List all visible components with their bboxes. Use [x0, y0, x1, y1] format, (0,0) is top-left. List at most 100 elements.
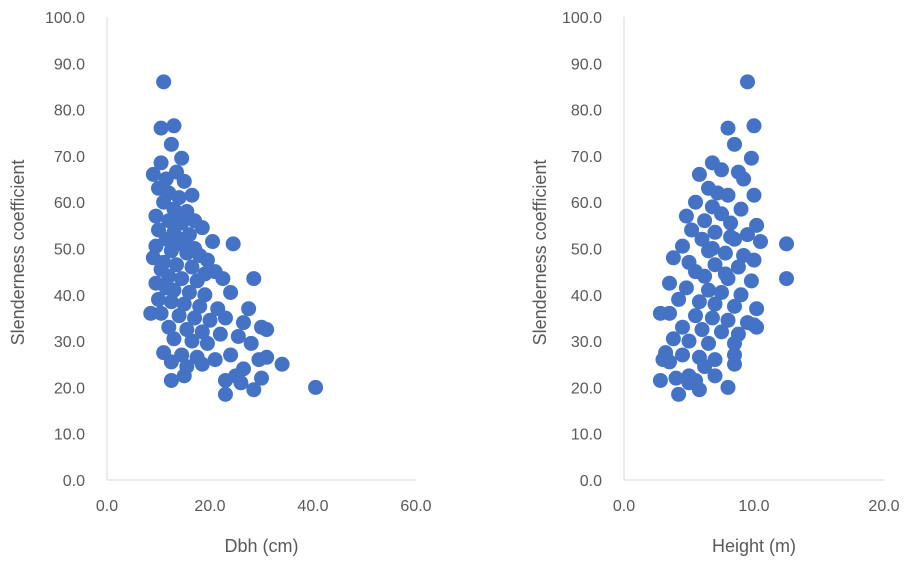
data-point — [746, 118, 762, 134]
data-point — [187, 310, 203, 326]
data-point — [184, 187, 200, 203]
data-point — [707, 257, 723, 273]
y-tick-label: 50.0 — [54, 242, 85, 259]
data-point — [684, 222, 700, 238]
x-axis-title: Dbh (cm) — [224, 536, 298, 556]
data-point — [652, 305, 668, 321]
x-axis-title: Height (m) — [712, 536, 796, 556]
data-point — [184, 259, 200, 275]
data-point — [668, 370, 684, 386]
data-point — [205, 234, 221, 250]
data-point — [671, 291, 687, 307]
data-point — [197, 266, 213, 282]
data-point — [194, 324, 210, 340]
data-point — [207, 352, 223, 368]
y-tick-label: 80.0 — [54, 103, 85, 120]
y-tick-label: 20.0 — [571, 380, 602, 397]
data-point — [746, 187, 762, 203]
x-tick-label: 0.0 — [96, 498, 118, 515]
data-point — [217, 372, 233, 388]
y-tick-label: 80.0 — [571, 103, 602, 120]
data-point — [171, 190, 187, 206]
x-tick-label: 10.0 — [738, 498, 769, 515]
x-tick-label: 20.0 — [868, 498, 899, 515]
data-point — [181, 284, 197, 300]
data-point — [163, 294, 179, 310]
y-tick-label: 60.0 — [54, 195, 85, 212]
y-tick-label: 70.0 — [54, 149, 85, 166]
data-point — [225, 236, 241, 252]
y-tick-label: 40.0 — [571, 288, 602, 305]
data-point — [174, 271, 190, 287]
data-point — [259, 349, 275, 365]
y-tick-label: 90.0 — [54, 56, 85, 73]
y-tick-label: 100.0 — [562, 10, 602, 27]
y-tick-label: 70.0 — [571, 149, 602, 166]
x-tick-label: 20.0 — [194, 498, 225, 515]
data-point — [199, 252, 215, 268]
data-point — [187, 241, 203, 256]
data-point — [717, 245, 733, 261]
data-point — [681, 333, 697, 349]
data-point — [717, 266, 733, 282]
data-point — [694, 231, 710, 247]
data-point — [217, 310, 233, 326]
data-point — [176, 231, 192, 247]
data-point — [749, 217, 765, 233]
data-point — [223, 284, 239, 300]
x-tick-label: 0.0 — [613, 498, 635, 515]
data-point — [166, 331, 182, 347]
data-point — [727, 136, 742, 152]
data-point — [215, 271, 231, 287]
data-point — [199, 335, 215, 351]
data-point — [274, 356, 290, 372]
data-point — [691, 382, 707, 398]
data-point — [163, 243, 179, 259]
data-point — [720, 120, 736, 136]
data-point — [148, 208, 164, 224]
x-tick-label: 60.0 — [400, 498, 431, 515]
data-point — [246, 271, 262, 287]
data-point — [746, 317, 762, 333]
data-point — [733, 201, 749, 217]
y-tick-label: 100.0 — [45, 10, 85, 27]
data-point — [166, 118, 182, 134]
data-point — [701, 335, 716, 351]
data-point — [161, 268, 177, 284]
data-point — [671, 386, 687, 402]
dbh-scatter-panel: 0.0 10.0 20.0 30.0 40.0 50.0 60.0 70.0 80.0 90.0 1… — [8, 10, 432, 556]
data-point — [153, 305, 169, 321]
data-point — [665, 250, 681, 266]
data-point — [217, 386, 233, 402]
data-point — [746, 252, 762, 268]
x-tick-label: 40.0 — [297, 498, 328, 515]
data-point — [720, 312, 736, 328]
data-point — [707, 296, 723, 312]
y-tick-label: 30.0 — [54, 334, 85, 351]
data-point — [241, 301, 257, 317]
data-point — [779, 271, 794, 287]
data-point — [714, 284, 729, 300]
data-point — [176, 296, 192, 312]
data-point — [254, 370, 269, 386]
data-point — [145, 166, 161, 182]
data-point — [723, 229, 739, 245]
data-point — [233, 375, 249, 391]
data-point — [740, 74, 755, 90]
y-tick-label: 20.0 — [54, 380, 85, 397]
data-point — [743, 150, 759, 166]
data-point — [727, 298, 742, 314]
data-point — [184, 333, 200, 349]
data-point — [697, 268, 713, 284]
data-point — [723, 215, 739, 231]
data-point — [174, 150, 190, 166]
data-point — [714, 324, 729, 340]
data-point — [740, 227, 755, 243]
data-point — [163, 354, 179, 370]
data-point — [169, 206, 185, 222]
data-point — [148, 238, 164, 254]
data-point — [652, 372, 668, 388]
y-tick-label: 90.0 — [571, 56, 602, 73]
data-point — [707, 368, 723, 384]
